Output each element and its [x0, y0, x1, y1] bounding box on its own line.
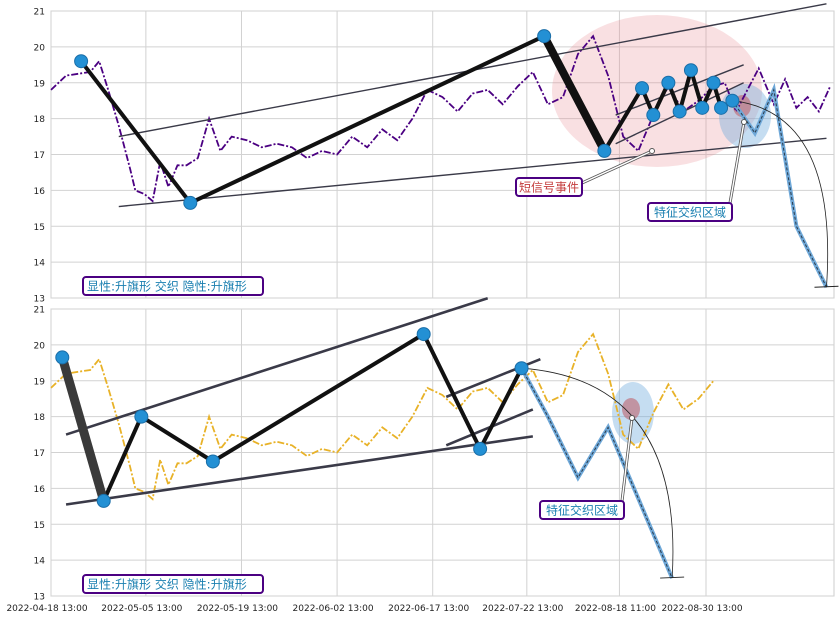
y-tick-label: 18	[34, 413, 46, 423]
channel-line	[65, 435, 534, 506]
pivot-marker	[635, 81, 650, 96]
y-tick-label: 14	[34, 259, 46, 269]
pivot-leg-emphasis	[57, 356, 109, 503]
annotation-box	[539, 500, 625, 520]
annotation-label: 短信号事件	[519, 181, 579, 195]
pivot-marker	[683, 63, 698, 78]
y-tick-label: 16	[34, 187, 46, 197]
pattern-caption: 显性:升旗形 交织 隐性:升旗形	[87, 279, 247, 294]
y-tick-label: 15	[34, 521, 45, 531]
x-tick-label: 2022-05-19 13:00	[197, 604, 278, 614]
pivot-marker	[473, 441, 488, 456]
annotation-label: 特征交织区域	[654, 205, 726, 220]
pivot-marker	[725, 93, 740, 108]
annotation-arrow-head	[629, 415, 635, 421]
projection-target-tick	[660, 576, 685, 579]
channel-line	[615, 64, 744, 116]
pattern-caption-box	[82, 276, 264, 296]
annotation-arrow-fill	[621, 417, 633, 502]
y-tick-label: 17	[34, 449, 45, 459]
x-tick-label: 2022-08-30 13:00	[661, 604, 742, 614]
pivot-marker	[183, 195, 198, 210]
annotation-box	[647, 202, 733, 222]
projection-target-tick	[814, 285, 839, 288]
y-tick-label: 18	[34, 115, 46, 125]
annotation-arrow-head	[649, 148, 655, 154]
annotation-label: 特征交织区域	[546, 503, 618, 518]
x-tick-label: 2022-04-18 13:00	[6, 604, 87, 614]
y-tick-label: 13	[34, 295, 45, 305]
pivot-marker	[514, 361, 529, 376]
y-tick-label: 20	[34, 43, 46, 53]
pivot-marker	[646, 108, 661, 123]
pivot-marker	[416, 327, 431, 342]
x-tick-label: 2022-08-18 11:00	[575, 604, 656, 614]
y-tick-label: 15	[34, 223, 45, 233]
series-line	[50, 332, 715, 501]
y-tick-label: 21	[34, 306, 45, 316]
y-tick-label: 14	[34, 557, 46, 567]
projection-arc	[521, 367, 674, 579]
pivot-marker	[134, 409, 149, 424]
annotation-arrow-fill	[581, 150, 653, 184]
x-tick-label: 2022-07-22 13:00	[482, 604, 563, 614]
x-tick-label: 2022-06-17 13:00	[388, 604, 469, 614]
pattern-caption: 显性:升旗形 交织 隐性:升旗形	[87, 577, 247, 592]
y-tick-label: 21	[34, 8, 45, 18]
short-signal-ellipse	[552, 15, 762, 167]
x-tick-label: 2022-05-05 13:00	[101, 604, 182, 614]
projection-path-core	[521, 367, 673, 579]
channel-line	[118, 137, 827, 208]
y-tick-label: 16	[34, 485, 46, 495]
y-tick-label: 19	[34, 79, 46, 89]
intersection-core-ellipse	[622, 398, 640, 420]
pivot-marker	[706, 75, 721, 90]
annotation-arrow-fill	[729, 121, 745, 204]
pivot-leg-emphasis	[540, 34, 608, 153]
pivot-marker	[714, 100, 729, 115]
pivot-marker	[672, 104, 687, 119]
pivot-marker	[205, 454, 220, 469]
projection-path-core	[731, 88, 827, 288]
y-tick-label: 13	[34, 593, 45, 603]
y-tick-label: 17	[34, 151, 45, 161]
pivot-marker	[537, 29, 552, 44]
pattern-caption-box	[82, 574, 264, 594]
pivot-marker	[597, 143, 612, 158]
pivot-marker	[661, 75, 676, 90]
pivot-marker	[55, 350, 70, 365]
y-tick-label: 20	[34, 341, 46, 351]
pivot-marker	[96, 493, 111, 508]
pivot-marker	[695, 100, 710, 115]
projection-arc	[732, 100, 829, 288]
y-tick-label: 19	[34, 377, 46, 387]
annotation-arrow-head	[741, 119, 747, 125]
annotation-box	[515, 177, 583, 197]
pivot-marker	[74, 54, 89, 69]
x-tick-label: 2022-06-02 13:00	[293, 604, 374, 614]
